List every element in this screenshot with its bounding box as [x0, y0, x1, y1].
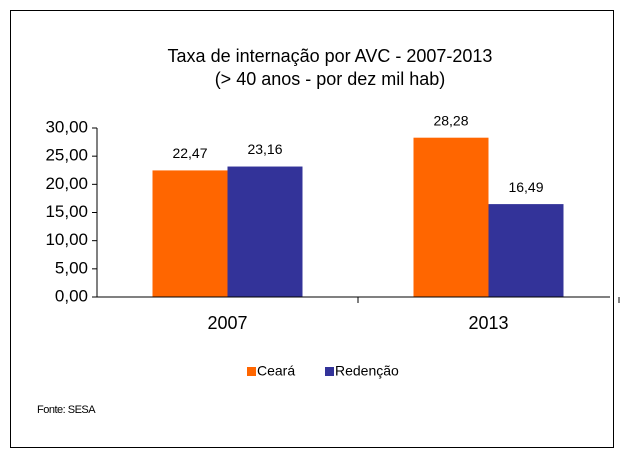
y-tick-label: 25,00: [45, 146, 88, 165]
data-label: 28,28: [433, 112, 468, 128]
bar: [413, 137, 489, 297]
y-tick-label: 30,00: [45, 117, 88, 136]
legend-swatch: [325, 367, 334, 376]
chart-title: Taxa de internação por AVC - 2007-2013: [168, 46, 493, 66]
data-label: 23,16: [247, 141, 282, 157]
bar: [488, 204, 564, 297]
y-tick-label: 20,00: [45, 174, 88, 193]
bar: [152, 170, 228, 297]
legend-swatch: [247, 367, 256, 376]
chart-subtitle: (> 40 anos - por dez mil hab): [215, 69, 446, 89]
x-tick-label: 2007: [207, 313, 247, 333]
data-label: 16,49: [508, 179, 543, 195]
y-tick-label: 10,00: [45, 230, 88, 249]
legend-label: Redenção: [335, 363, 399, 379]
data-label: 22,47: [172, 145, 207, 161]
x-tick-label: 2013: [468, 313, 508, 333]
source-note: Fonte: SESA: [37, 404, 96, 416]
y-tick-label: 5,00: [55, 258, 88, 277]
y-tick-label: 15,00: [45, 202, 88, 221]
bar: [227, 166, 303, 297]
legend-label: Ceará: [257, 363, 295, 379]
y-tick-label: 0,00: [55, 286, 88, 305]
